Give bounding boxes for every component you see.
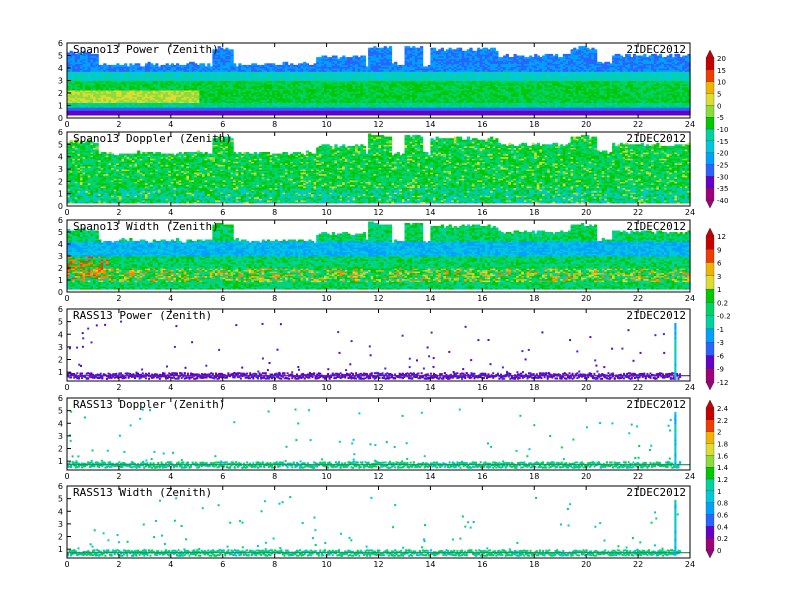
radar-profiler-figure: 0 2 4 6 8 10 12 14 16 18 20 22 240123456 Spano13 Powe… <box>0 0 792 612</box>
data-layer <box>67 46 691 115</box>
heatmap-cell <box>124 63 127 65</box>
heatmap-cell <box>137 63 140 65</box>
